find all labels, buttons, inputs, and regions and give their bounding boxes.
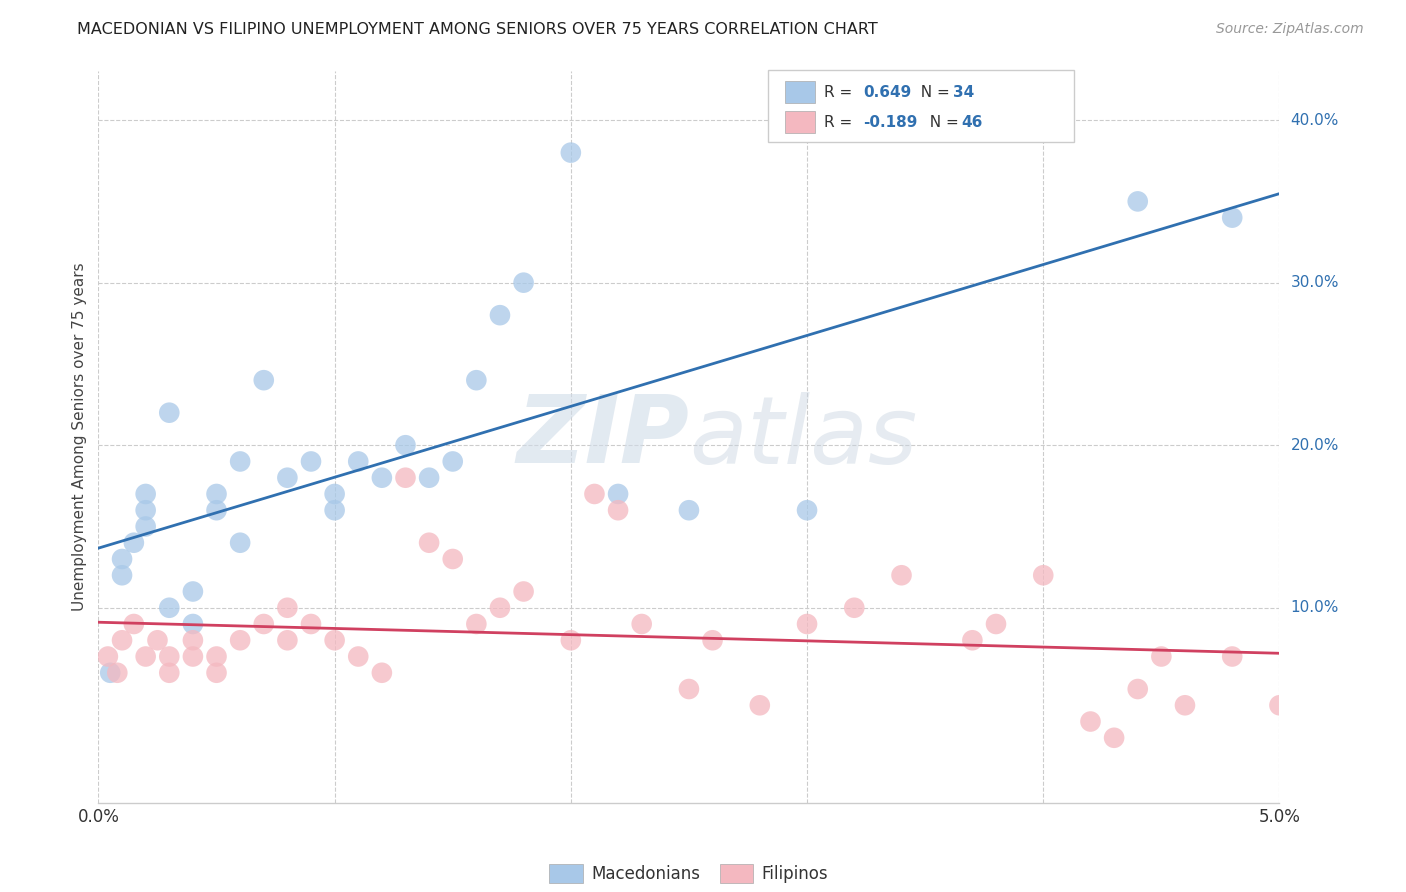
Point xyxy=(394,471,416,485)
Text: R =: R = xyxy=(824,85,858,100)
Point xyxy=(205,649,228,664)
Point xyxy=(630,617,652,632)
Legend: Macedonians, Filipinos: Macedonians, Filipinos xyxy=(543,857,835,889)
Point xyxy=(678,503,700,517)
Point xyxy=(135,649,157,664)
Point xyxy=(157,600,180,615)
Point xyxy=(105,665,128,680)
Point xyxy=(323,503,346,517)
Text: ZIP: ZIP xyxy=(516,391,689,483)
Point xyxy=(418,535,440,549)
Point xyxy=(253,617,276,632)
Point xyxy=(323,487,346,501)
Point xyxy=(702,633,724,648)
Point xyxy=(371,471,394,485)
Point xyxy=(560,145,582,160)
Text: 0.649: 0.649 xyxy=(863,85,911,100)
Text: MACEDONIAN VS FILIPINO UNEMPLOYMENT AMONG SENIORS OVER 75 YEARS CORRELATION CHAR: MACEDONIAN VS FILIPINO UNEMPLOYMENT AMON… xyxy=(77,22,879,37)
Text: N =: N = xyxy=(920,115,963,129)
Text: 40.0%: 40.0% xyxy=(1291,112,1339,128)
Text: atlas: atlas xyxy=(689,392,917,483)
Point xyxy=(276,600,298,615)
Point xyxy=(796,617,818,632)
Text: Source: ZipAtlas.com: Source: ZipAtlas.com xyxy=(1216,22,1364,37)
Text: 10.0%: 10.0% xyxy=(1291,600,1339,615)
Point xyxy=(962,633,984,648)
Point xyxy=(276,471,298,485)
Point xyxy=(418,471,440,485)
Point xyxy=(323,633,346,648)
Point xyxy=(98,665,121,680)
Point xyxy=(984,617,1007,632)
Point xyxy=(890,568,912,582)
Point xyxy=(229,454,252,468)
Point xyxy=(122,617,145,632)
Point xyxy=(489,600,512,615)
Text: -0.189: -0.189 xyxy=(863,115,918,129)
Point xyxy=(111,633,134,648)
Point xyxy=(1174,698,1197,713)
Point xyxy=(347,454,370,468)
Point xyxy=(157,665,180,680)
Point xyxy=(181,633,204,648)
Point xyxy=(1220,649,1243,664)
Point xyxy=(441,454,464,468)
Point xyxy=(299,617,322,632)
Text: R =: R = xyxy=(824,115,858,129)
Point xyxy=(205,665,228,680)
Text: 20.0%: 20.0% xyxy=(1291,438,1339,453)
Point xyxy=(678,681,700,696)
Point xyxy=(253,373,276,387)
Point xyxy=(489,308,512,322)
Point xyxy=(1080,714,1102,729)
Point xyxy=(1032,568,1054,582)
Point xyxy=(276,633,298,648)
Text: 46: 46 xyxy=(962,115,983,129)
Point xyxy=(512,276,534,290)
Point xyxy=(205,487,228,501)
Point xyxy=(1126,194,1149,209)
Point xyxy=(157,649,180,664)
Point xyxy=(371,665,394,680)
Point xyxy=(229,633,252,648)
Point xyxy=(796,503,818,517)
Point xyxy=(135,503,157,517)
Point xyxy=(181,649,204,664)
Point xyxy=(1220,211,1243,225)
Point xyxy=(465,373,488,387)
Point xyxy=(607,487,630,501)
Point xyxy=(1150,649,1173,664)
Point xyxy=(122,535,145,549)
Point xyxy=(97,649,120,664)
Point xyxy=(844,600,866,615)
Text: N =: N = xyxy=(911,85,955,100)
Point xyxy=(111,552,134,566)
Point xyxy=(205,503,228,517)
Text: 30.0%: 30.0% xyxy=(1291,275,1339,290)
Point xyxy=(394,438,416,452)
Point xyxy=(512,584,534,599)
Point xyxy=(135,487,157,501)
Point xyxy=(157,406,180,420)
Point xyxy=(347,649,370,664)
Point xyxy=(299,454,322,468)
Point xyxy=(181,584,204,599)
Point xyxy=(607,503,630,517)
Y-axis label: Unemployment Among Seniors over 75 years: Unemployment Among Seniors over 75 years xyxy=(72,263,87,611)
Point xyxy=(748,698,770,713)
Point xyxy=(135,519,157,533)
Text: 34: 34 xyxy=(953,85,974,100)
Point xyxy=(1268,698,1291,713)
Point xyxy=(441,552,464,566)
Point xyxy=(1126,681,1149,696)
Point xyxy=(181,617,204,632)
Point xyxy=(583,487,606,501)
Point xyxy=(229,535,252,549)
Point xyxy=(1102,731,1125,745)
Point xyxy=(111,568,134,582)
Point xyxy=(146,633,169,648)
Point xyxy=(560,633,582,648)
Point xyxy=(465,617,488,632)
